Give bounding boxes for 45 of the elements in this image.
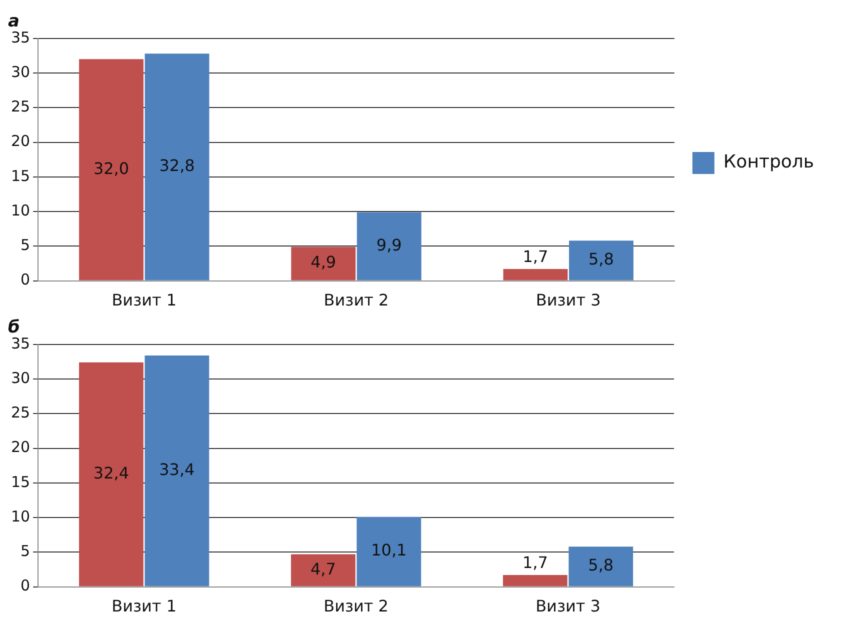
x-tick-label: Визит 1 (112, 596, 177, 616)
bar (568, 546, 634, 586)
y-tick-label: 0 (20, 270, 30, 289)
y-tick-label: 25 (10, 98, 30, 116)
y-tick-label: 25 (10, 404, 30, 422)
bar (356, 516, 422, 586)
bar (291, 246, 356, 280)
bar (569, 240, 634, 280)
x-tick-label: Визит 2 (324, 290, 389, 310)
y-tick-label: 0 (20, 576, 30, 595)
data-label: 32,8 (159, 156, 195, 176)
y-tick-label: 5 (20, 542, 30, 560)
data-label: 32,0 (93, 158, 130, 178)
data-label: 33,4 (159, 460, 195, 480)
x-tick-label: Визит 1 (112, 290, 177, 310)
bar (144, 355, 210, 586)
data-label: 1,7 (522, 247, 548, 266)
y-tick-label: 5 (20, 236, 30, 254)
x-tick-label: Визит 3 (536, 290, 601, 310)
data-label: 4,9 (310, 252, 336, 272)
x-tick-label: Визит 3 (536, 596, 600, 616)
bar (503, 269, 568, 280)
data-label: 1,7 (522, 553, 548, 572)
x-tick-label: Визит 2 (324, 596, 388, 616)
y-tick-label: 30 (10, 62, 30, 81)
y-tick-label: 30 (10, 368, 30, 387)
bar (144, 54, 210, 280)
y-tick-label: 20 (10, 132, 30, 150)
data-label: 10,1 (371, 540, 407, 560)
legend-label: Контроль (723, 152, 814, 173)
data-label: 9,9 (376, 235, 402, 254)
y-tick-label: 10 (10, 201, 30, 220)
y-tick-label: 15 (10, 472, 30, 491)
data-label: 5,8 (588, 556, 614, 575)
y-tick-label: 15 (10, 166, 30, 185)
data-label: 32,4 (93, 464, 130, 483)
bar (79, 59, 144, 280)
data-label: 4,7 (310, 559, 336, 578)
y-tick-label: 20 (10, 438, 30, 456)
bar (79, 362, 144, 586)
y-tick-label: 10 (10, 507, 30, 526)
bar (290, 554, 356, 586)
data-label: 5,8 (588, 250, 614, 269)
bar (356, 212, 422, 280)
bar (502, 575, 568, 586)
